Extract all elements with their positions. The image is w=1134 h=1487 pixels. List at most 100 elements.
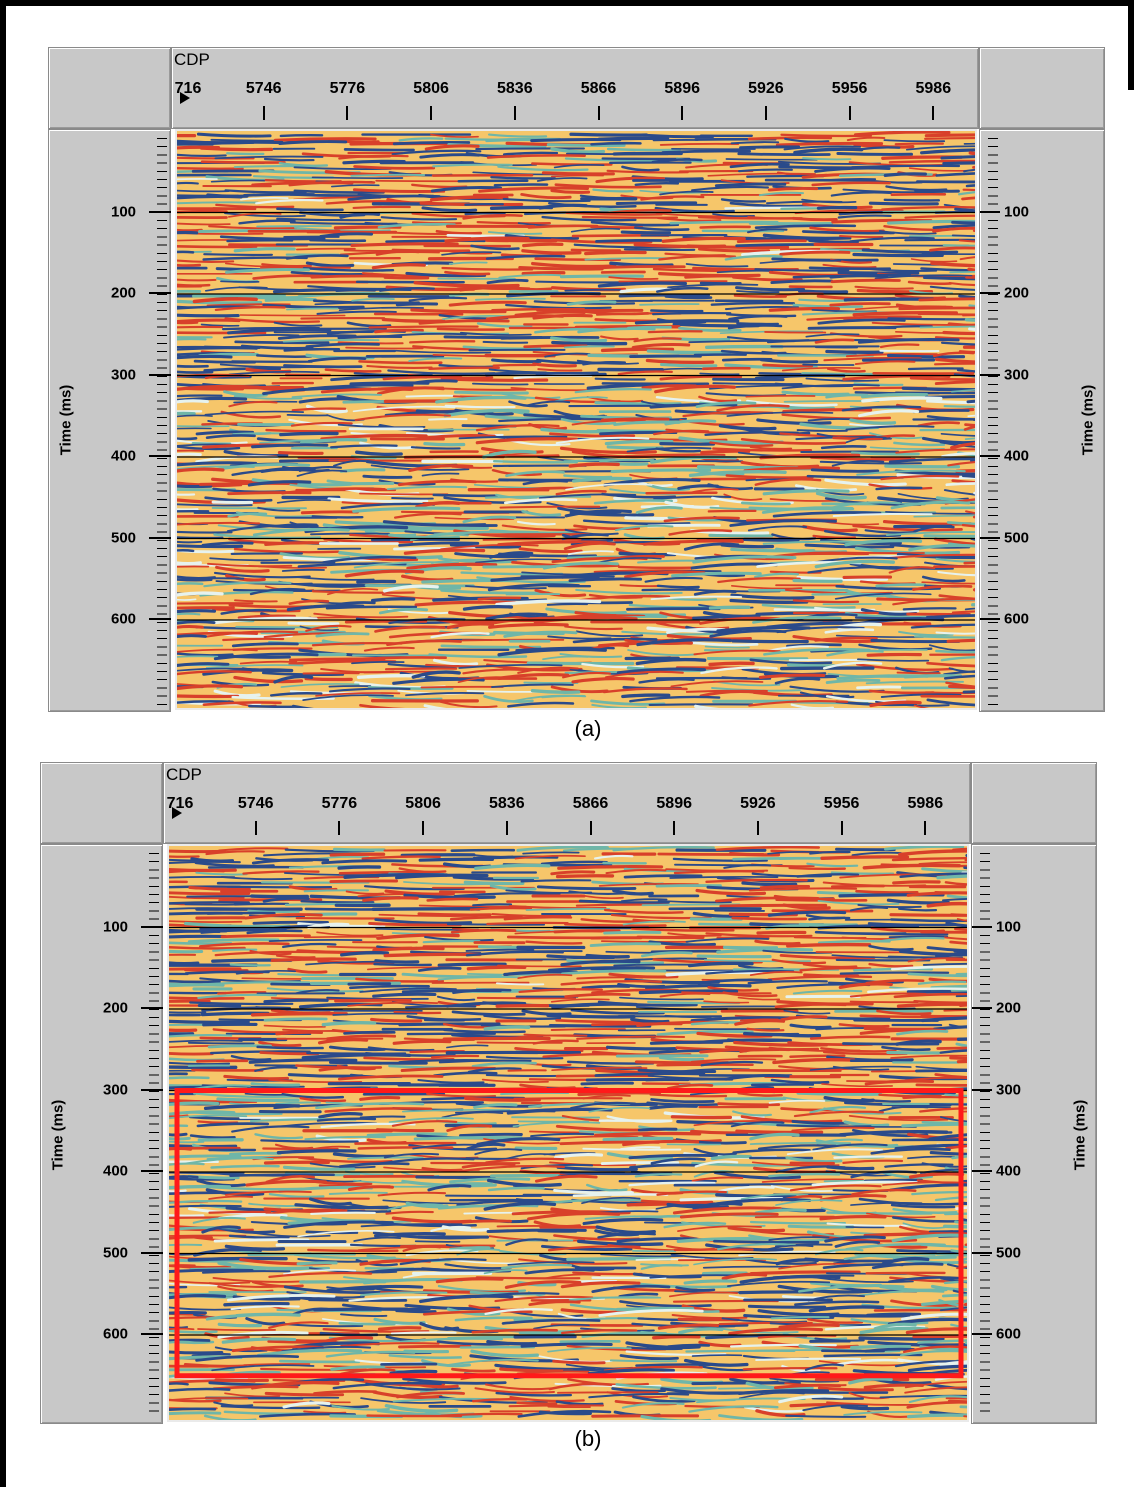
- seismic-reflector: [532, 1039, 579, 1045]
- seismic-reflector: [169, 860, 241, 864]
- seismic-reflector: [217, 1285, 274, 1293]
- seismic-reflector: [177, 278, 217, 282]
- seismic-reflector: [462, 515, 517, 524]
- seismic-reflector: [375, 250, 420, 256]
- seismic-reflector: [189, 1001, 294, 1006]
- seismic-reflector: [757, 1144, 837, 1150]
- seismic-reflector: [517, 1409, 612, 1418]
- seismic-reflector: [309, 238, 367, 243]
- seismic-reflector: [640, 951, 693, 958]
- seismic-reflector: [195, 430, 255, 436]
- seismic-reflector: [659, 992, 711, 998]
- seismic-reflector: [841, 405, 922, 412]
- seismic-reflector: [699, 689, 758, 698]
- seismic-reflector: [380, 216, 458, 221]
- seismic-reflector: [321, 1021, 377, 1027]
- seismic-reflector: [958, 239, 975, 243]
- seismic-reflector: [206, 303, 291, 307]
- seismic-reflector: [347, 1185, 395, 1192]
- seismic-reflector: [940, 656, 975, 662]
- seismic-reflector: [774, 1243, 833, 1248]
- seismic-reflector: [870, 638, 961, 644]
- seismic-reflector: [729, 598, 809, 604]
- seismic-reflector: [339, 468, 386, 473]
- seismic-reflector: [859, 1326, 929, 1335]
- seismic-reflector: [411, 670, 461, 679]
- seismic-reflector: [177, 178, 218, 181]
- seismic-reflector: [945, 681, 975, 688]
- seismic-reflector: [888, 159, 975, 164]
- seismic-reflector: [495, 1391, 572, 1397]
- seismic-reflector: [420, 685, 504, 689]
- seismic-reflector: [177, 700, 234, 704]
- seismic-reflector: [826, 1211, 933, 1215]
- seismic-reflector: [485, 1055, 564, 1060]
- seismic-reflector: [764, 330, 827, 334]
- seismic-reflector: [287, 967, 328, 974]
- seismic-reflector: [963, 561, 975, 565]
- seismic-reflector: [639, 303, 700, 306]
- y-axis-right-label: Time (ms): [1071, 1099, 1089, 1171]
- y-tick-label-right: 600: [1004, 610, 1030, 628]
- seismic-reflector: [177, 384, 261, 391]
- seismic-reflector: [768, 1172, 841, 1178]
- seismic-reflector: [408, 464, 474, 473]
- seismic-reflector: [177, 591, 224, 597]
- seismic-reflector: [690, 1058, 777, 1063]
- seismic-reflector: [432, 658, 479, 666]
- seismic-reflector: [474, 297, 546, 301]
- seismic-reflector: [899, 872, 967, 879]
- seismic-reflector: [351, 660, 405, 665]
- seismic-reflector: [406, 562, 498, 570]
- seismic-reflector: [337, 865, 382, 870]
- seismic-reflector: [629, 1163, 700, 1169]
- seismic-reflector: [568, 577, 643, 583]
- seismic-reflector: [240, 344, 314, 350]
- seismic-reflector: [564, 992, 631, 998]
- seismic-reflector: [940, 341, 975, 346]
- seismic-reflector: [542, 561, 619, 570]
- seismic-reflector: [273, 321, 323, 327]
- seismic-reflector: [269, 692, 323, 697]
- seismic-reflector: [307, 1248, 399, 1253]
- seismic-reflector: [917, 1339, 967, 1344]
- seismic-reflector: [388, 1117, 474, 1124]
- seismic-reflector: [334, 998, 412, 1003]
- seismic-reflector: [560, 979, 663, 986]
- seismic-reflector: [352, 506, 461, 513]
- seismic-reflector: [476, 576, 586, 584]
- seismic-reflector: [377, 332, 467, 338]
- seismic-reflector: [723, 863, 772, 869]
- seismic-reflector: [704, 645, 750, 649]
- seismic-reflector: [169, 1264, 196, 1267]
- seismic-reflector: [946, 1263, 967, 1270]
- seismic-reflector: [787, 1224, 855, 1229]
- seismic-reflector: [608, 972, 679, 979]
- seismic-reflector: [326, 1034, 397, 1041]
- seismic-reflector: [321, 555, 417, 564]
- seismic-reflector: [661, 149, 751, 154]
- seismic-reflector: [488, 133, 548, 138]
- seismic-reflector: [717, 1102, 781, 1107]
- y-tick-label-left: 600: [103, 1325, 129, 1343]
- seismic-reflector: [443, 1028, 526, 1034]
- seismic-reflector: [440, 377, 549, 382]
- seismic-reflector: [301, 1053, 412, 1060]
- seismic-reflector: [290, 421, 353, 427]
- seismic-reflector: [391, 1120, 458, 1127]
- seismic-reflector: [430, 1054, 480, 1059]
- seismic-reflector: [169, 895, 245, 900]
- seismic-reflector: [949, 271, 975, 274]
- seismic-reflector: [199, 942, 290, 948]
- seismic-reflector: [730, 584, 803, 590]
- seismic-reflector: [352, 405, 456, 413]
- seismic-reflector: [687, 961, 754, 968]
- seismic-reflector: [355, 450, 403, 456]
- seismic-reflector: [809, 1035, 891, 1040]
- seismic-reflector: [802, 157, 852, 161]
- seismic-reflector: [275, 954, 316, 959]
- seismic-reflector: [890, 500, 971, 510]
- seismic-reflector: [964, 437, 975, 440]
- seismic-reflector: [890, 1054, 967, 1059]
- seismic-reflector: [728, 1327, 824, 1336]
